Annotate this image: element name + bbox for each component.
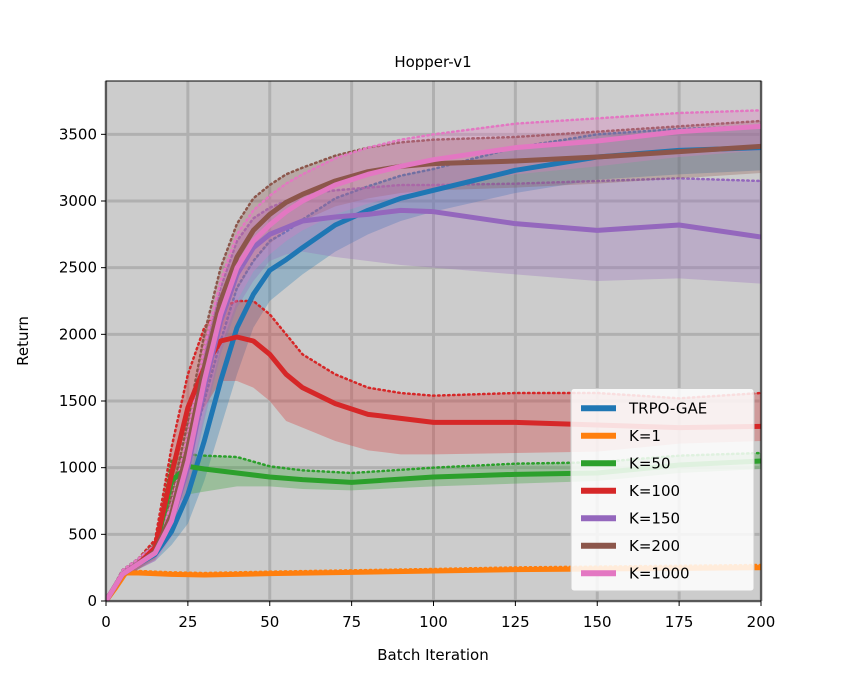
band-k-200 — [106, 121, 761, 601]
y-tick-label: 3000 — [59, 192, 97, 210]
legend-box — [570, 388, 755, 592]
y-tick-label: 3500 — [59, 125, 97, 143]
chart-title: Hopper-v1 — [394, 53, 471, 71]
y-tick-label: 2500 — [59, 259, 97, 277]
line-k-1000 — [106, 123, 761, 601]
x-tick-label: 125 — [501, 613, 530, 631]
legend-label: TRPO-GAE — [628, 399, 707, 417]
y-axis-label: Return — [14, 316, 32, 366]
legend-label: K=200 — [629, 537, 680, 555]
y-tick-label: 0 — [87, 592, 97, 610]
x-tick-label: 0 — [101, 613, 111, 631]
upper-bound-k-200 — [106, 119, 761, 601]
x-tick-label: 200 — [747, 613, 776, 631]
x-tick-label: 150 — [583, 613, 612, 631]
band-trpo-gae — [106, 126, 761, 601]
band-k-150 — [106, 178, 761, 601]
x-tick-label: 100 — [419, 613, 448, 631]
x-tick-label: 75 — [342, 613, 361, 631]
legend-label: K=50 — [629, 454, 671, 472]
upper-bound-k-100 — [106, 299, 761, 601]
x-axis-label: Batch Iteration — [377, 646, 489, 664]
legend-label: K=1000 — [629, 564, 690, 582]
y-tick-label: 1000 — [59, 459, 97, 477]
x-tick-label: 175 — [665, 613, 694, 631]
line-k-100 — [106, 334, 761, 601]
y-tick-label: 2000 — [59, 325, 97, 343]
y-tick-label: 1500 — [59, 392, 97, 410]
x-axis-ticks: 0 25 50 75 100 125 150 175 200 — [101, 601, 775, 631]
x-tick-label: 25 — [178, 613, 197, 631]
y-axis-ticks: 0 500 1000 1500 2000 2500 3000 3500 — [59, 125, 106, 610]
y-tick-label: 500 — [68, 525, 97, 543]
legend-label: K=150 — [629, 509, 680, 527]
band-k-100 — [106, 301, 761, 601]
x-tick-label: 50 — [260, 613, 279, 631]
legend: TRPO-GAE K=1 K=50 K=100 K=150 K=200 K=1000 — [570, 388, 755, 592]
legend-label: K=100 — [629, 482, 680, 500]
legend-label: K=1 — [629, 427, 661, 445]
